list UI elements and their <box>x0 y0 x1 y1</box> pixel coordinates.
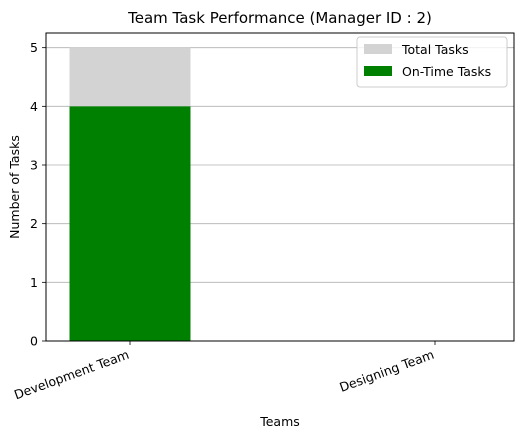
legend-swatch-on-time-tasks <box>364 66 392 76</box>
legend: Total Tasks On-Time Tasks <box>356 36 508 88</box>
plot-frame <box>45 32 515 342</box>
y-tick-label: 5 <box>30 40 38 55</box>
y-tick-label: 2 <box>30 216 38 231</box>
y-axis-ticks: 0 1 2 3 4 5 <box>30 40 46 349</box>
chart-title: Team Task Performance (Manager ID : 2) <box>127 9 432 27</box>
y-tick-label: 4 <box>30 99 38 114</box>
x-tick-label: Development Team <box>12 347 131 403</box>
legend-label-on-time-tasks: On-Time Tasks <box>402 64 491 79</box>
x-axis-ticks: Development Team Designing Team <box>12 341 436 402</box>
legend-swatch-total-tasks <box>364 44 392 54</box>
y-axis-label: Number of Tasks <box>7 135 22 239</box>
legend-label-total-tasks: Total Tasks <box>401 42 469 57</box>
x-axis-label: Teams <box>259 414 300 429</box>
y-tick-label: 1 <box>30 275 38 290</box>
bars <box>69 47 191 342</box>
y-tick-label: 0 <box>30 334 38 349</box>
x-tick-label: Designing Team <box>337 347 436 395</box>
bar-on-time-tasks-0 <box>69 106 191 341</box>
legend-frame <box>356 36 508 88</box>
y-tick-label: 3 <box>30 158 38 173</box>
